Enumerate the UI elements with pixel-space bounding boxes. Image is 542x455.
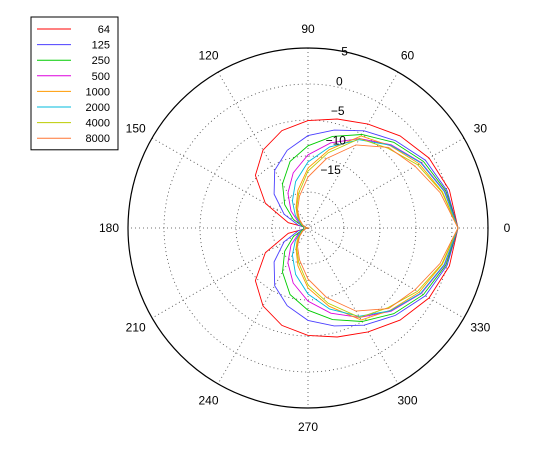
radial-tick-label: −15 bbox=[320, 163, 341, 177]
angle-tick-label: 30 bbox=[474, 122, 488, 136]
radial-tick-label: 5 bbox=[341, 45, 348, 59]
series-line-8000 bbox=[297, 144, 459, 312]
legend-label-250: 250 bbox=[92, 55, 110, 67]
angle-tick-label: 330 bbox=[470, 321, 490, 335]
angle-tick-label: 0 bbox=[504, 221, 511, 235]
angle-tick-label: 150 bbox=[126, 122, 146, 136]
angle-tick-label: 210 bbox=[126, 321, 146, 335]
angle-tick-label: 120 bbox=[198, 49, 218, 63]
legend: 64 125 250 500 1000 2000 4000 8000 bbox=[30, 16, 119, 151]
angle-tick-label: 300 bbox=[397, 393, 417, 407]
outer-circle bbox=[127, 47, 489, 409]
angle-tick-label: 240 bbox=[198, 393, 218, 407]
radial-tick-label: −5 bbox=[331, 104, 345, 118]
legend-label-2000: 2000 bbox=[86, 102, 110, 114]
angle-tick-label: 270 bbox=[298, 420, 318, 434]
legend-label-500: 500 bbox=[92, 71, 110, 83]
angle-tick-label: 180 bbox=[99, 221, 119, 235]
tick-labels: 0 30 60 90 120 150 180 210 240 270 300 330 5 0 −5 −10 −1… bbox=[99, 22, 511, 434]
angle-tick-label: 90 bbox=[301, 22, 315, 36]
legend-label-125: 125 bbox=[92, 40, 110, 52]
series-group bbox=[254, 118, 459, 338]
series-line-500 bbox=[287, 138, 459, 318]
radial-tick-label: −10 bbox=[326, 133, 347, 147]
legend-label-4000: 4000 bbox=[86, 118, 110, 130]
legend-label-8000: 8000 bbox=[86, 133, 110, 145]
legend-box bbox=[30, 16, 119, 151]
legend-label-1000: 1000 bbox=[86, 86, 110, 98]
radial-tick-label: 0 bbox=[336, 74, 343, 88]
angle-tick-label: 60 bbox=[401, 49, 415, 63]
legend-label-64: 64 bbox=[98, 24, 110, 36]
